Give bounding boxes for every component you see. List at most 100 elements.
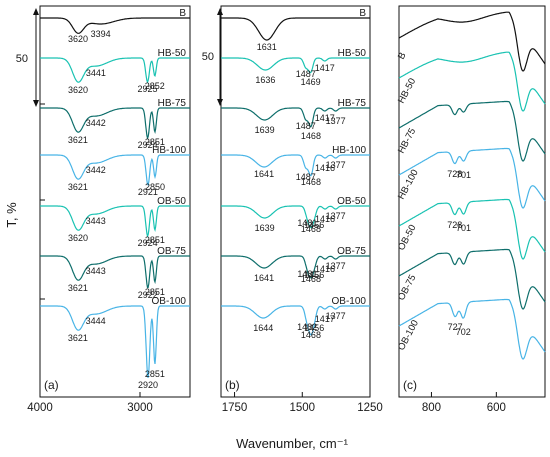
series-label-HB-100: HB-100 <box>152 145 186 156</box>
peak-label: 3442 <box>86 165 106 175</box>
x-tick-label: 1750 <box>222 402 248 414</box>
series-line-OB-75 <box>398 248 546 310</box>
scale-bar-b-arrow-top <box>217 8 223 15</box>
peak-label: 3621 <box>68 333 88 343</box>
series-label-OB-75: OB-75 <box>337 246 366 257</box>
series-line-OB-50 <box>40 205 190 238</box>
peak-label: 3442 <box>86 118 106 128</box>
series-line-B <box>221 17 370 41</box>
series-label-HB-100: HB-100 <box>396 168 421 202</box>
x-tick-label: 1250 <box>357 402 383 414</box>
panel-frame <box>398 5 546 398</box>
peak-label: 2851 <box>145 287 165 297</box>
scale-bar: 50 <box>16 8 39 107</box>
peak-label: 3620 <box>68 233 88 243</box>
x-tick-label: 3000 <box>127 402 153 414</box>
peak-label: 1456 <box>304 323 324 333</box>
peak-label: 1487 <box>296 121 316 131</box>
series-label-HB-75: HB-75 <box>158 98 187 109</box>
peak-label: 2924 <box>138 140 158 150</box>
peak-label: 1636 <box>255 75 275 85</box>
peak-label: 1416 <box>315 214 335 224</box>
panel-c: 800 600(c)BHB-50HB-75HB-100OB-50OB-75OB-1… <box>396 5 546 414</box>
peak-label: 727 <box>448 322 463 332</box>
peak-label: 728 <box>447 220 462 230</box>
peak-label: 1417 <box>315 63 335 73</box>
series-label-OB-100: OB-100 <box>332 296 367 307</box>
peak-label: 2851 <box>145 369 165 379</box>
peak-label: 701 <box>456 223 471 233</box>
series-line-OB-75 <box>40 255 190 289</box>
peak-label: 3443 <box>86 216 106 226</box>
peak-label: 2921 <box>138 187 158 197</box>
peak-label: 1644 <box>253 323 273 333</box>
peak-label: 2922 <box>138 290 158 300</box>
scale-bar-b-label: 50 <box>202 51 214 63</box>
series-label-OB-75: OB-75 <box>157 246 186 257</box>
peak-label: 1641 <box>254 273 274 283</box>
peak-label: 1481 <box>297 269 317 279</box>
peak-label: 1468 <box>301 177 321 187</box>
peak-label: 1482 <box>297 322 317 332</box>
x-tick-label: 800 <box>422 402 441 414</box>
peak-label: 1469 <box>301 77 321 87</box>
peak-label: 1416 <box>315 163 335 173</box>
series-label-OB-50: OB-50 <box>337 196 366 207</box>
peak-label: 3443 <box>86 266 106 276</box>
peak-label: 1468 <box>301 224 321 234</box>
panel-label: (c) <box>403 378 417 392</box>
series-line-HB-50 <box>398 51 546 112</box>
peak-label: 3620 <box>68 85 88 95</box>
panel-label: (a) <box>44 378 59 392</box>
series-label-B: B <box>179 8 186 19</box>
peak-label: 1416 <box>315 264 335 274</box>
peak-label: 3621 <box>68 135 88 145</box>
peak-label: 2924 <box>138 238 158 248</box>
series-label-HB-50: HB-50 <box>158 48 187 59</box>
series-label-B: B <box>359 8 366 19</box>
peak-label: 3620 <box>68 34 88 44</box>
series-line-OB-100 <box>221 305 370 336</box>
series-label-OB-100: OB-100 <box>152 296 187 307</box>
series-line-OB-75 <box>221 255 370 279</box>
x-tick-label: 1500 <box>289 402 315 414</box>
panel-label: (b) <box>225 378 240 392</box>
series-line-B <box>398 11 546 72</box>
peak-label: 1468 <box>301 274 321 284</box>
peak-label: 1639 <box>255 125 275 135</box>
peak-label: 1641 <box>254 169 274 179</box>
peak-label: 1417 <box>315 314 335 324</box>
series-label-HB-50: HB-50 <box>338 48 367 59</box>
peak-label: 3621 <box>68 182 88 192</box>
x-axis-label: Wavenumber, cm⁻¹ <box>236 436 349 451</box>
peak-label: 1456 <box>304 220 324 230</box>
series-label-HB-75: HB-75 <box>338 98 367 109</box>
peak-label: 1639 <box>255 223 275 233</box>
panel-b: 1750 1500 1250 (b) B HB-50 HB-75 HB-100 OB-50 OB-… <box>220 5 383 414</box>
peak-label: 1377 <box>326 116 346 126</box>
series-line-OB-100 <box>398 298 546 360</box>
scale-bar-arrow-bottom <box>33 100 39 107</box>
y-axis-label: T, % <box>4 202 19 228</box>
series-label-OB-50: OB-50 <box>157 196 186 207</box>
series-label-OB-100: OB-100 <box>396 318 421 352</box>
peak-label: 3394 <box>91 29 111 39</box>
peak-label: 2851 <box>145 137 165 147</box>
peak-label: 3441 <box>86 68 106 78</box>
peak-label: 1631 <box>257 42 277 52</box>
series-line-HB-75 <box>40 107 190 140</box>
panel-frame <box>220 5 371 398</box>
peak-label: 3621 <box>68 283 88 293</box>
peak-label: 728 <box>447 169 462 179</box>
peak-label: 702 <box>456 327 471 337</box>
series-label-HB-100: HB-100 <box>332 145 366 156</box>
series-line-HB-75 <box>398 100 546 162</box>
scale-bar-label: 50 <box>16 53 28 65</box>
peak-label: 2850 <box>145 182 165 192</box>
peak-label: 1468 <box>301 131 321 141</box>
peak-label: 1481 <box>297 218 317 228</box>
peak-label: 1468 <box>301 330 321 340</box>
peak-label: 1487 <box>296 172 316 182</box>
peak-label: 2920 <box>138 380 158 390</box>
